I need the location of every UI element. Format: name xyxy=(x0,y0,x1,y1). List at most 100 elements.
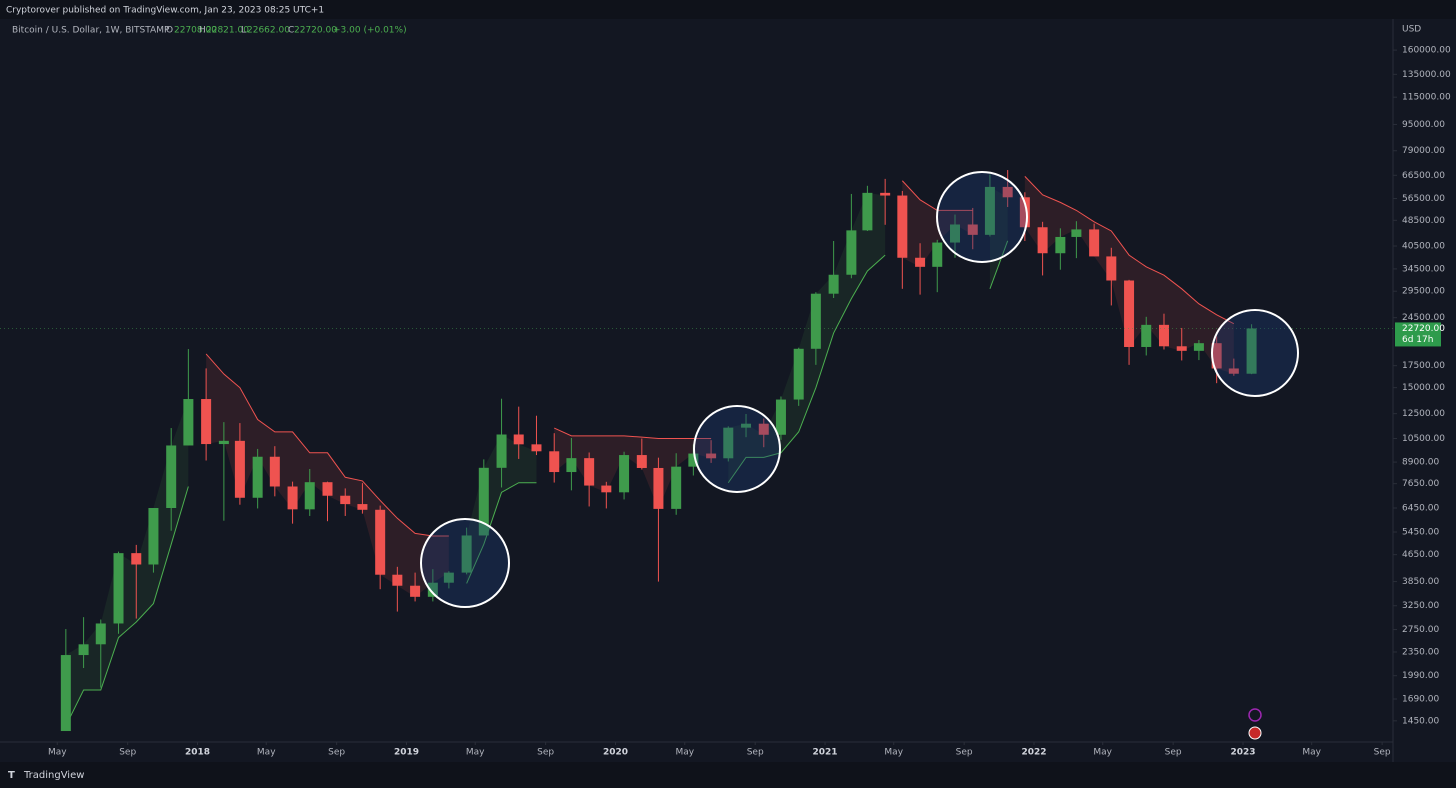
brand: TradingView xyxy=(23,770,84,781)
header-bar xyxy=(0,0,1456,19)
legend: Bitcoin / U.S. Dollar, 1W, BITSTAMP O 22… xyxy=(12,26,407,36)
candle-body xyxy=(410,585,421,597)
candle-body xyxy=(131,553,142,565)
trend-fill xyxy=(206,353,449,597)
y-tick-label: 10500.00 xyxy=(1402,434,1445,444)
candle-body xyxy=(218,440,229,445)
x-tick-label: 2019 xyxy=(394,748,419,758)
y-tick-label: 40500.00 xyxy=(1402,242,1445,252)
icons xyxy=(1248,708,1262,740)
candle-body xyxy=(287,486,298,510)
y-tick-label: 15000.00 xyxy=(1402,383,1445,393)
candle-body xyxy=(549,451,560,473)
price-tag-countdown: 6d 17h xyxy=(1402,335,1433,345)
candle-body xyxy=(95,623,106,645)
candle-body xyxy=(269,456,280,487)
y-tick-label: 5450.00 xyxy=(1402,528,1439,538)
candle-body xyxy=(671,466,682,509)
x-tick-label: Sep xyxy=(956,748,973,758)
x-tick-label: May xyxy=(257,748,276,758)
candle-body xyxy=(984,186,995,235)
candle-body xyxy=(636,455,647,468)
y-axis-label: USD xyxy=(1402,25,1421,35)
y-tick-label: 17500.00 xyxy=(1402,361,1445,371)
y-tick-label: 3250.00 xyxy=(1402,601,1439,611)
x-tick-label: Sep xyxy=(328,748,345,758)
brand-logo: T xyxy=(8,770,15,781)
candle-body xyxy=(513,434,524,445)
x-tick-label: May xyxy=(48,748,67,758)
candle-body xyxy=(1211,343,1222,369)
candle-body xyxy=(601,485,612,493)
highlight-circle xyxy=(420,518,510,608)
candle-body xyxy=(775,399,786,435)
candle-body xyxy=(846,230,857,275)
price-tag-box xyxy=(1395,322,1441,347)
candle-body xyxy=(915,257,926,267)
candle-body xyxy=(758,423,769,435)
ohlc-value: 22662.00 xyxy=(247,26,290,36)
y-tick-label: 1690.00 xyxy=(1402,694,1439,704)
candle-body xyxy=(166,445,177,509)
x-tick-label: May xyxy=(466,748,485,758)
annotations xyxy=(420,171,1299,608)
x-tick-label: Sep xyxy=(537,748,554,758)
candle-body xyxy=(566,458,577,473)
candle-body xyxy=(1228,368,1239,374)
candle-body xyxy=(584,458,595,486)
candle-body xyxy=(810,293,821,349)
x-tick-label: May xyxy=(1093,748,1112,758)
y-tick-label: 160000.00 xyxy=(1402,46,1451,56)
candle-body xyxy=(392,574,403,586)
y-tick-label: 66500.00 xyxy=(1402,171,1445,181)
candle-body xyxy=(619,455,630,493)
x-tick-label: 2018 xyxy=(185,748,210,758)
x-tick-label: Sep xyxy=(119,748,136,758)
candle-body xyxy=(880,192,891,196)
trend-fill xyxy=(554,428,712,509)
trend-line xyxy=(989,240,1009,289)
candle-body xyxy=(741,423,752,428)
y-tick-label: 4650.00 xyxy=(1402,550,1439,560)
icon xyxy=(1248,726,1262,740)
candle-body xyxy=(201,399,212,445)
ohlc-key: L xyxy=(241,26,246,36)
y-tick-label: 115000.00 xyxy=(1402,93,1451,103)
candle-body xyxy=(461,535,472,573)
candle-body xyxy=(340,495,351,505)
trend-fill xyxy=(1024,176,1234,374)
y-tick-label: 29500.00 xyxy=(1402,287,1445,297)
candle-body xyxy=(897,195,908,258)
y-tick-label: 95000.00 xyxy=(1402,120,1445,130)
x-tick-label: Sep xyxy=(747,748,764,758)
trend-line xyxy=(727,254,886,484)
candle-body xyxy=(322,482,333,496)
y-tick-label: 12500.00 xyxy=(1402,409,1445,419)
candle-body xyxy=(427,582,438,597)
candle-body xyxy=(653,467,664,509)
footer-bar xyxy=(0,762,1456,788)
candle-body xyxy=(1141,324,1152,347)
candle-body xyxy=(113,553,124,624)
y-tick-label: 135000.00 xyxy=(1402,70,1451,80)
highlight-circle xyxy=(936,171,1028,263)
x-tick-label: May xyxy=(884,748,903,758)
candle-body xyxy=(1193,343,1204,351)
candle-body xyxy=(78,644,89,656)
y-tick-label: 1990.00 xyxy=(1402,671,1439,681)
y-tick-label: 7650.00 xyxy=(1402,479,1439,489)
candle-body xyxy=(950,224,961,243)
candle-body xyxy=(1019,197,1030,228)
candle-body xyxy=(932,242,943,267)
x-tick-label: Sep xyxy=(1374,748,1391,758)
x-tick-label: 2020 xyxy=(603,748,628,758)
trend-fill xyxy=(728,192,886,483)
icon xyxy=(1248,708,1262,722)
candle-body xyxy=(1055,236,1066,254)
x-tick-label: May xyxy=(1302,748,1321,758)
trend-line xyxy=(466,482,537,584)
candle-body xyxy=(148,508,159,565)
highlight-circle xyxy=(1211,309,1299,397)
candle-body xyxy=(723,427,734,459)
